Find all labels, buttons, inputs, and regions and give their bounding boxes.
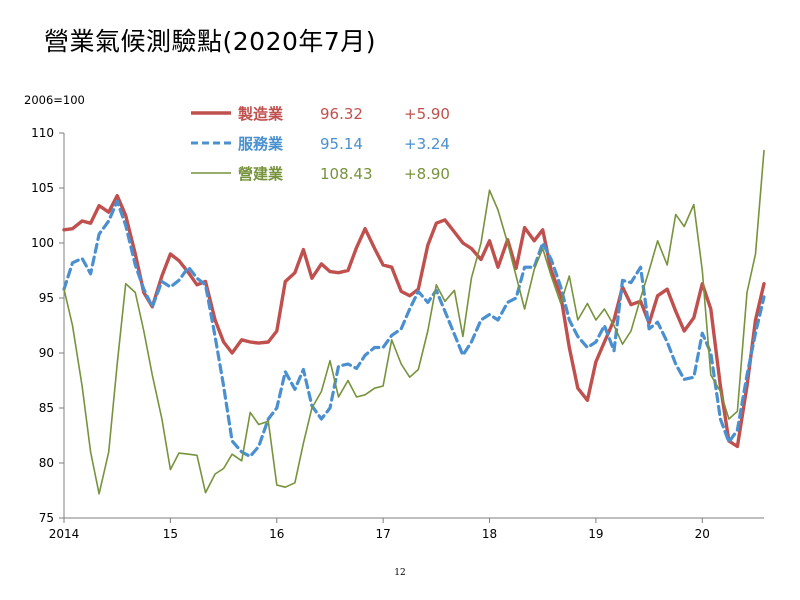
legend-series-value: 108.43 [320,165,373,183]
series-line-2 [62,199,766,458]
x-tick-label: 2014 [49,527,80,541]
chart-legend: 製造業 96.32 +5.90 服務業 95.14 +3.24 營建業 108.43 +8.90 [191,105,450,183]
legend-series-value: 95.14 [320,135,363,153]
y-tick-label: 85 [39,401,54,415]
x-tick-label: 16 [269,527,284,541]
legend-series-change: +5.90 [404,105,450,123]
x-tick-label: 20 [695,527,710,541]
page-number: 12 [394,568,406,578]
y-tick-label: 105 [31,181,54,195]
legend-series-name: 製造業 [237,105,284,123]
legend-series-change: +8.90 [404,165,450,183]
legend-series-change: +3.24 [404,135,450,153]
legend-series-name: 服務業 [238,135,284,153]
series-line-3 [63,149,765,495]
y-tick-label: 75 [39,511,54,525]
y-tick-label: 90 [39,346,54,360]
base-year-label: 2006=100 [24,93,85,107]
chart-axes: 75 80 85 90 95 100 105 110 2014 15 16 17 18 19 20 [31,126,764,541]
x-tick-label: 15 [163,527,178,541]
series-line-1 [62,194,766,449]
legend-series-name: 營建業 [238,165,284,183]
x-tick-label: 17 [376,527,391,541]
y-tick-label: 110 [31,126,54,140]
chart-series [62,149,766,495]
x-tick-label: 18 [482,527,497,541]
y-tick-label: 80 [39,456,54,470]
legend-series-value: 96.32 [320,105,363,123]
y-tick-label: 100 [31,236,54,250]
x-tick-label: 19 [588,527,603,541]
page-title: 營業氣候測驗點(2020年7月) [44,27,377,56]
y-tick-label: 95 [39,291,54,305]
